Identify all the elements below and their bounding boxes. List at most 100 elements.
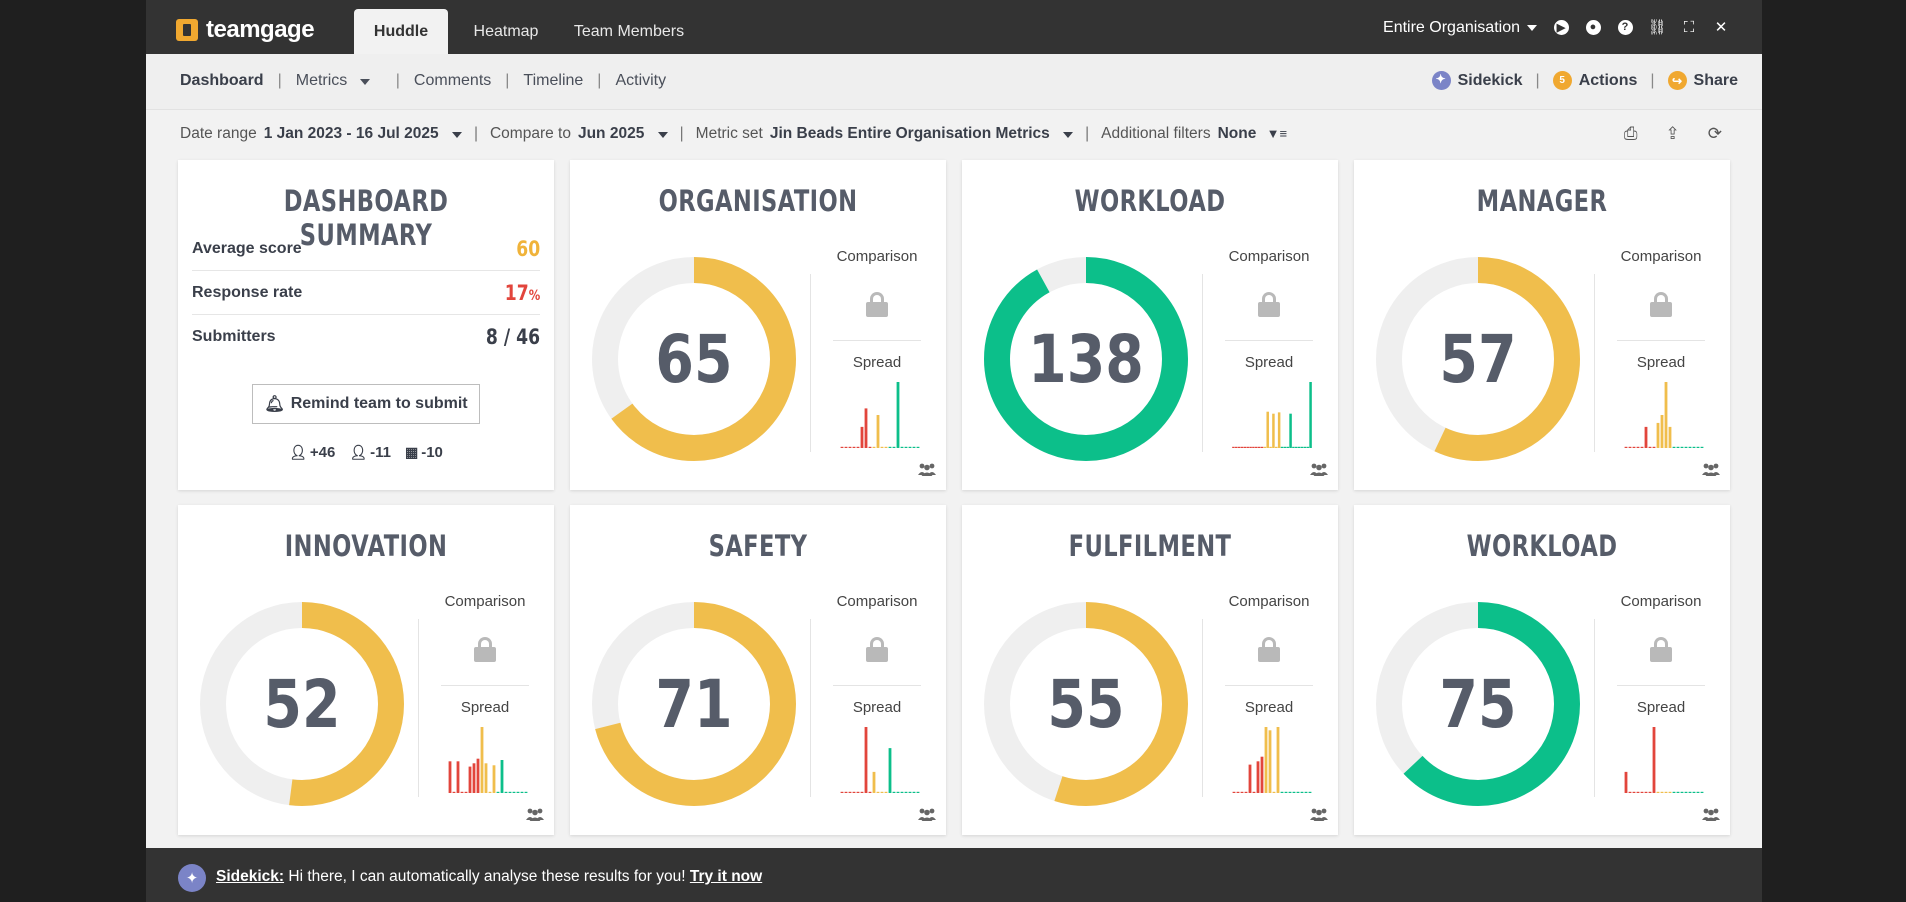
fullscreen-icon[interactable]: ⛶	[1683, 18, 1695, 36]
spread-bar	[1668, 426, 1672, 448]
spread-bar	[1280, 446, 1284, 448]
subnav-item-metrics[interactable]: Metrics	[296, 72, 370, 90]
spread-histogram	[840, 382, 920, 448]
remind-team-button[interactable]: 🔔︎ Remind team to submit	[252, 384, 480, 424]
team-icon[interactable]	[917, 807, 937, 821]
added-members-count: 👤︎ +46	[289, 444, 335, 461]
spread-bar	[1664, 791, 1668, 793]
link-icon[interactable]: ⛓	[1647, 19, 1667, 36]
metric-score: 138	[1028, 320, 1144, 398]
print-icon[interactable]: ⎙	[1623, 124, 1638, 143]
divider	[810, 619, 811, 797]
score-donut	[984, 602, 1188, 806]
app-window: teamgage Huddle Heatmap Team Members Ent…	[146, 0, 1762, 902]
spread-bar	[504, 791, 508, 793]
play-icon[interactable]: ▶	[1552, 18, 1570, 36]
sidekick-name-link[interactable]: Sidekick:	[216, 868, 285, 885]
metric-card-manager[interactable]: MANAGER 57 Comparison Spread	[1354, 160, 1730, 490]
help-icon[interactable]: ?	[1616, 18, 1634, 36]
divider	[1617, 340, 1705, 341]
metric-card-fulfilment[interactable]: FULFILMENT 55 Comparison Spread	[962, 505, 1338, 835]
spread-bar	[508, 791, 512, 793]
chat-icon[interactable]: ●	[1584, 18, 1602, 36]
logo-mark-icon	[176, 19, 198, 41]
spread-bar	[460, 791, 464, 793]
score-donut	[984, 257, 1188, 461]
spread-bar	[904, 446, 908, 448]
spread-bar	[1264, 727, 1268, 793]
metric-score: 65	[655, 320, 733, 398]
metric-score: 52	[263, 665, 341, 743]
subnav-item-activity[interactable]: Activity	[615, 72, 667, 89]
response-rate-value: 17%	[505, 281, 540, 305]
additional-filters-dropdown[interactable]: None ▼≡	[1211, 125, 1288, 143]
metric-card-workload[interactable]: WORKLOAD 138 Comparison Spread	[962, 160, 1338, 490]
subnav-item-timeline[interactable]: Timeline	[523, 72, 584, 89]
spread-bar	[1297, 446, 1301, 448]
score-donut	[200, 602, 404, 806]
team-icon[interactable]	[1309, 462, 1329, 476]
spread-bar	[884, 791, 888, 793]
subnav-item-dashboard[interactable]: Dashboard	[180, 72, 264, 89]
spread-bar	[1289, 413, 1292, 448]
spread-bar	[1244, 791, 1248, 793]
spread-bar	[864, 727, 868, 793]
comparison-label: Comparison	[836, 248, 918, 265]
divider	[1202, 619, 1203, 797]
share-button[interactable]: Share	[1693, 71, 1738, 89]
metric-set-dropdown[interactable]: Jin Beads Entire Organisation Metrics	[763, 125, 1074, 143]
spread-bar	[888, 446, 892, 448]
organisation-selector[interactable]: Entire Organisation	[1383, 19, 1537, 37]
team-icon[interactable]	[1309, 807, 1329, 821]
spread-bar	[1309, 382, 1312, 448]
team-icon[interactable]	[525, 807, 545, 821]
spread-bar	[892, 791, 896, 793]
spread-bar	[476, 758, 480, 793]
spread-bar	[1300, 446, 1304, 448]
summary-label: Average score	[192, 239, 302, 257]
spread-bar	[904, 791, 908, 793]
divider	[1617, 685, 1705, 686]
spread-histogram	[1624, 382, 1704, 448]
refresh-icon[interactable]: ⟳	[1707, 124, 1722, 143]
export-icon[interactable]: ⇪	[1665, 124, 1680, 143]
spread-bar	[852, 791, 856, 793]
spread-bar	[1700, 791, 1704, 793]
removed-members-count: 👤︎ -11	[349, 444, 391, 461]
spread-bar	[1283, 446, 1287, 448]
metric-card-innovation[interactable]: INNOVATION 52 Comparison Spread	[178, 505, 554, 835]
try-it-now-link[interactable]: Try it now	[689, 868, 763, 885]
close-icon[interactable]: ✕	[1714, 19, 1728, 36]
tab-heatmap[interactable]: Heatmap	[473, 23, 539, 40]
spread-bar	[1268, 730, 1272, 793]
sidekick-button[interactable]: Sidekick	[1457, 71, 1523, 89]
team-icon[interactable]	[1701, 462, 1721, 476]
metric-card-organisation[interactable]: ORGANISATION 65 Comparison Spread	[570, 160, 946, 490]
team-icon[interactable]	[917, 462, 937, 476]
spread-bar	[1256, 761, 1260, 793]
spread-bar	[492, 765, 496, 793]
spread-bar	[1652, 727, 1656, 793]
donut-score-arc	[592, 602, 796, 806]
tab-team-members[interactable]: Team Members	[573, 23, 685, 40]
tab-huddle[interactable]: Huddle	[354, 9, 448, 54]
teamgage-logo[interactable]: teamgage	[176, 16, 315, 44]
spread-bar	[1688, 446, 1692, 448]
response-rate-number: 17	[504, 280, 529, 305]
divider	[810, 274, 811, 452]
subnav-item-comments[interactable]: Comments	[413, 72, 492, 89]
date-range-dropdown[interactable]: 1 Jan 2023 - 16 Jul 2025	[257, 125, 462, 143]
metric-set-value: Jin Beads Entire Organisation Metrics	[769, 125, 1050, 142]
compare-to-dropdown[interactable]: Jun 2025	[571, 125, 668, 143]
team-icon[interactable]	[1701, 807, 1721, 821]
spread-bar	[1269, 446, 1272, 448]
metric-card-workload-2[interactable]: WORKLOAD 75 Comparison Spread	[1354, 505, 1730, 835]
spread-bar	[1303, 446, 1307, 448]
spread-bar	[900, 791, 904, 793]
actions-button[interactable]: Actions	[1578, 71, 1638, 89]
submitters-value: 8 / 46	[485, 325, 540, 349]
filter-icon: ▼≡	[1266, 126, 1288, 141]
divider	[441, 685, 529, 686]
metric-card-safety[interactable]: SAFETY 71 Comparison Spread	[570, 505, 946, 835]
metric-title: FULFILMENT	[1068, 529, 1232, 563]
